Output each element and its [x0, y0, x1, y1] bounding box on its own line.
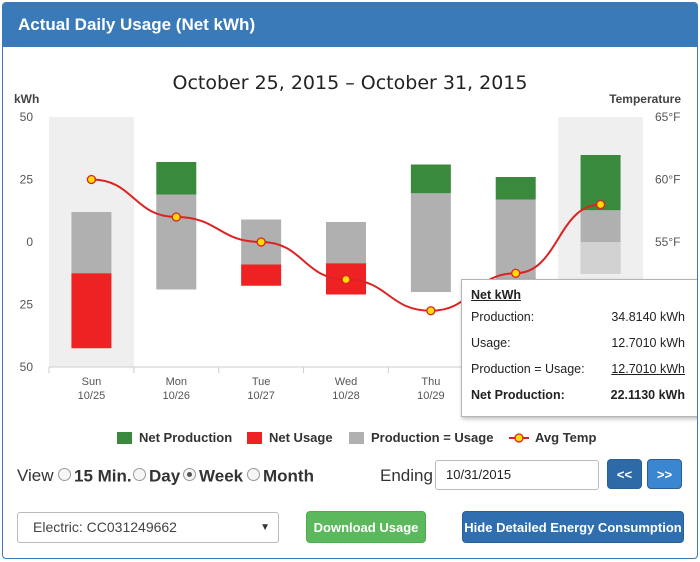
legend-label: Net Production: [139, 430, 233, 445]
y2-tick-label: 60°F: [655, 173, 680, 187]
legend-label: Production = Usage: [371, 430, 494, 445]
view-label: View: [17, 466, 54, 485]
tooltip-value: 12.7010 kWh: [611, 336, 685, 350]
bar-production-equals-usage: [410, 193, 451, 292]
chart-legend: Net Production Net Usage Production = Us…: [3, 430, 697, 448]
view-option-week[interactable]: Week: [179, 466, 243, 487]
y2-tick-label: 55°F: [655, 235, 680, 249]
prod-eq-usage-swatch: [349, 431, 364, 444]
chart-tooltip: Net kWh Production: 34.8140 kWh Usage: 1…: [461, 279, 697, 417]
y2-axis-title: Temperature: [609, 92, 681, 106]
ending-label: Ending: [380, 466, 433, 485]
x-tick-label: Wed: [335, 376, 357, 388]
y-tick-label: 50: [20, 110, 34, 124]
avg-temp-point: [341, 274, 351, 285]
legend-net-production[interactable]: Net Production: [117, 430, 232, 445]
legend-prod-eq-usage[interactable]: Production = Usage: [349, 430, 493, 445]
bar-production-equals-usage: [156, 194, 197, 290]
bar-production-equals-usage: [71, 212, 112, 274]
x-tick-label: Thu: [421, 376, 440, 388]
x-tick-date: 10/27: [247, 390, 275, 402]
x-tick-date: 10/25: [78, 390, 106, 402]
account-select[interactable]: Electric: CC031249662 ▼: [17, 512, 279, 543]
y-tick-label: 25: [20, 298, 34, 312]
radio-day[interactable]: [133, 468, 146, 482]
tooltip-usage-row: Usage: 12.7010 kWh: [471, 336, 685, 352]
view-option-day[interactable]: Day: [129, 466, 180, 487]
tooltip-equal-row: Production = Usage: 12.7010 kWh: [471, 362, 685, 378]
tooltip-title: Net kWh: [471, 288, 521, 302]
radio-15min[interactable]: [58, 468, 71, 482]
tooltip-net-row: Net Production: 22.1130 kWh: [471, 388, 685, 404]
view-controls: View 15 Min. Day Week Month Ending: [3, 461, 697, 491]
next-week-button[interactable]: >>: [647, 459, 682, 489]
radio-month[interactable]: [247, 468, 260, 482]
view-option-15min[interactable]: 15 Min.: [54, 466, 132, 487]
hide-detailed-button[interactable]: Hide Detailed Energy Consumption: [462, 511, 684, 543]
x-tick-date: 10/28: [332, 390, 360, 402]
panel-title: Actual Daily Usage (Net kWh): [3, 3, 697, 47]
tooltip-label: Net Production:: [471, 388, 565, 402]
bar-net-production: [410, 164, 451, 194]
chart-title: October 25, 2015 – October 31, 2015: [173, 72, 528, 94]
bar-highlight: [580, 242, 621, 274]
tooltip-value: 34.8140 kWh: [611, 310, 685, 324]
tooltip-value: 22.1130 kWh: [610, 388, 685, 402]
legend-net-usage[interactable]: Net Usage: [247, 430, 333, 445]
bar-net-production: [156, 162, 197, 195]
bar-net-usage: [71, 273, 112, 349]
avg-temp-point: [86, 174, 97, 185]
tooltip-label: Usage:: [471, 336, 511, 350]
bar-net-production: [495, 177, 536, 200]
legend-label: Avg Temp: [535, 430, 597, 445]
x-tick-label: Sun: [82, 376, 102, 388]
ending-date-input[interactable]: 10/31/2015: [435, 460, 599, 490]
net-usage-swatch: [247, 431, 262, 444]
avg-temp-point: [426, 306, 436, 316]
prev-week-button[interactable]: <<: [607, 459, 642, 489]
view-option-month[interactable]: Month: [243, 466, 314, 487]
legend-label: Net Usage: [269, 430, 333, 445]
usage-chart: October 25, 2015 – October 31, 2015 kWh Te…: [14, 72, 681, 402]
x-tick-date: 10/26: [163, 390, 191, 402]
radio-week[interactable]: [183, 468, 196, 482]
y-tick-label: 0: [26, 235, 33, 249]
tooltip-value: 12.7010 kWh: [611, 362, 685, 376]
x-tick-label: Tue: [252, 376, 271, 388]
x-tick-date: 10/29: [417, 390, 445, 402]
y-tick-label: 50: [20, 360, 34, 374]
chevron-down-icon: ▼: [260, 522, 270, 533]
avg-temp-point: [595, 199, 606, 210]
account-select-value: Electric: CC031249662: [33, 519, 177, 535]
avg-temp-line-icon: [509, 432, 529, 443]
y-tick-label: 25: [20, 173, 34, 187]
x-tick-label: Mon: [166, 376, 187, 388]
tooltip-label: Production:: [471, 310, 535, 324]
bar-net-usage: [241, 264, 282, 286]
avg-temp-point: [511, 268, 521, 278]
tooltip-production-row: Production: 34.8140 kWh: [471, 310, 685, 326]
y-axis-title: kWh: [14, 92, 39, 106]
legend-avg-temp[interactable]: Avg Temp: [509, 430, 596, 445]
bar-production-equals-usage: [326, 222, 366, 264]
y2-tick-label: 65°F: [655, 110, 680, 124]
download-usage-button[interactable]: Download Usage: [306, 511, 426, 543]
net-production-swatch: [117, 431, 132, 444]
tooltip-label: Production = Usage:: [471, 362, 585, 376]
avg-temp-point: [171, 212, 181, 222]
avg-temp-point: [256, 237, 266, 247]
